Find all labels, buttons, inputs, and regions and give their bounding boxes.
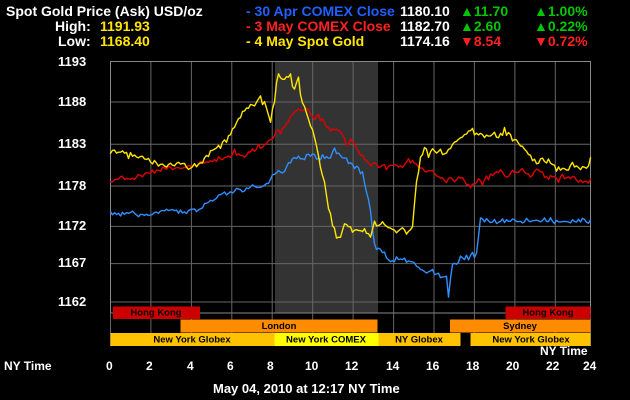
svg-text:Sydney: Sydney	[503, 321, 538, 332]
svg-text:New York Globex: New York Globex	[153, 334, 231, 345]
svg-text:Hong Kong: Hong Kong	[522, 308, 573, 319]
svg-text:NY Globex: NY Globex	[395, 334, 444, 345]
svg-text:New York COMEX: New York COMEX	[286, 334, 367, 345]
svg-text:London: London	[262, 321, 297, 332]
svg-text:Hong Kong: Hong Kong	[130, 308, 181, 319]
